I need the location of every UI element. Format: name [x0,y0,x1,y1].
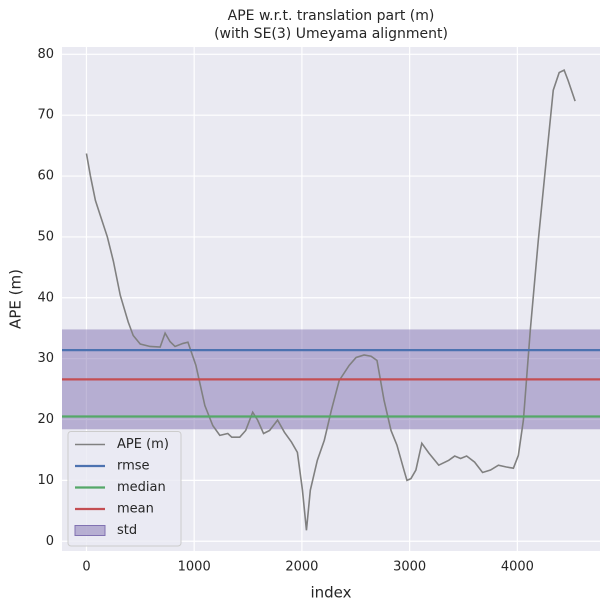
legend-label: median [117,480,166,495]
y-tick-label: 40 [37,290,54,305]
y-tick-label: 20 [37,412,54,427]
x-tick-label: 2000 [285,560,318,575]
x-axis-label: index [310,584,351,602]
y-tick-label: 10 [37,473,54,488]
y-tick-label: 70 [37,108,54,123]
y-tick-label: 80 [37,47,54,62]
chart-subtitle: (with SE(3) Umeyama alignment) [214,26,448,42]
legend-label: std [117,523,137,538]
y-tick-label: 60 [37,169,54,184]
legend-label: rmse [117,459,150,474]
marks [62,69,600,531]
x-tick-label: 4000 [501,560,534,575]
legend-swatch [74,525,106,536]
x-tick-label: 0 [82,560,90,575]
legend-label: APE (m) [117,437,169,452]
legend-box [67,431,182,547]
x-tick-label: 1000 [178,560,211,575]
legend-label: mean [117,502,154,517]
chart-title: APE w.r.t. translation part (m) [228,8,435,24]
data-line [85,69,576,531]
legend: APE (m) rmse median mean std [67,431,182,547]
y-axis-label: APE (m) [7,269,25,329]
y-tick-label: 30 [37,351,54,366]
y-tick-label: 50 [37,229,54,244]
y-tick-label: 0 [46,534,54,549]
x-tick-label: 3000 [393,560,426,575]
